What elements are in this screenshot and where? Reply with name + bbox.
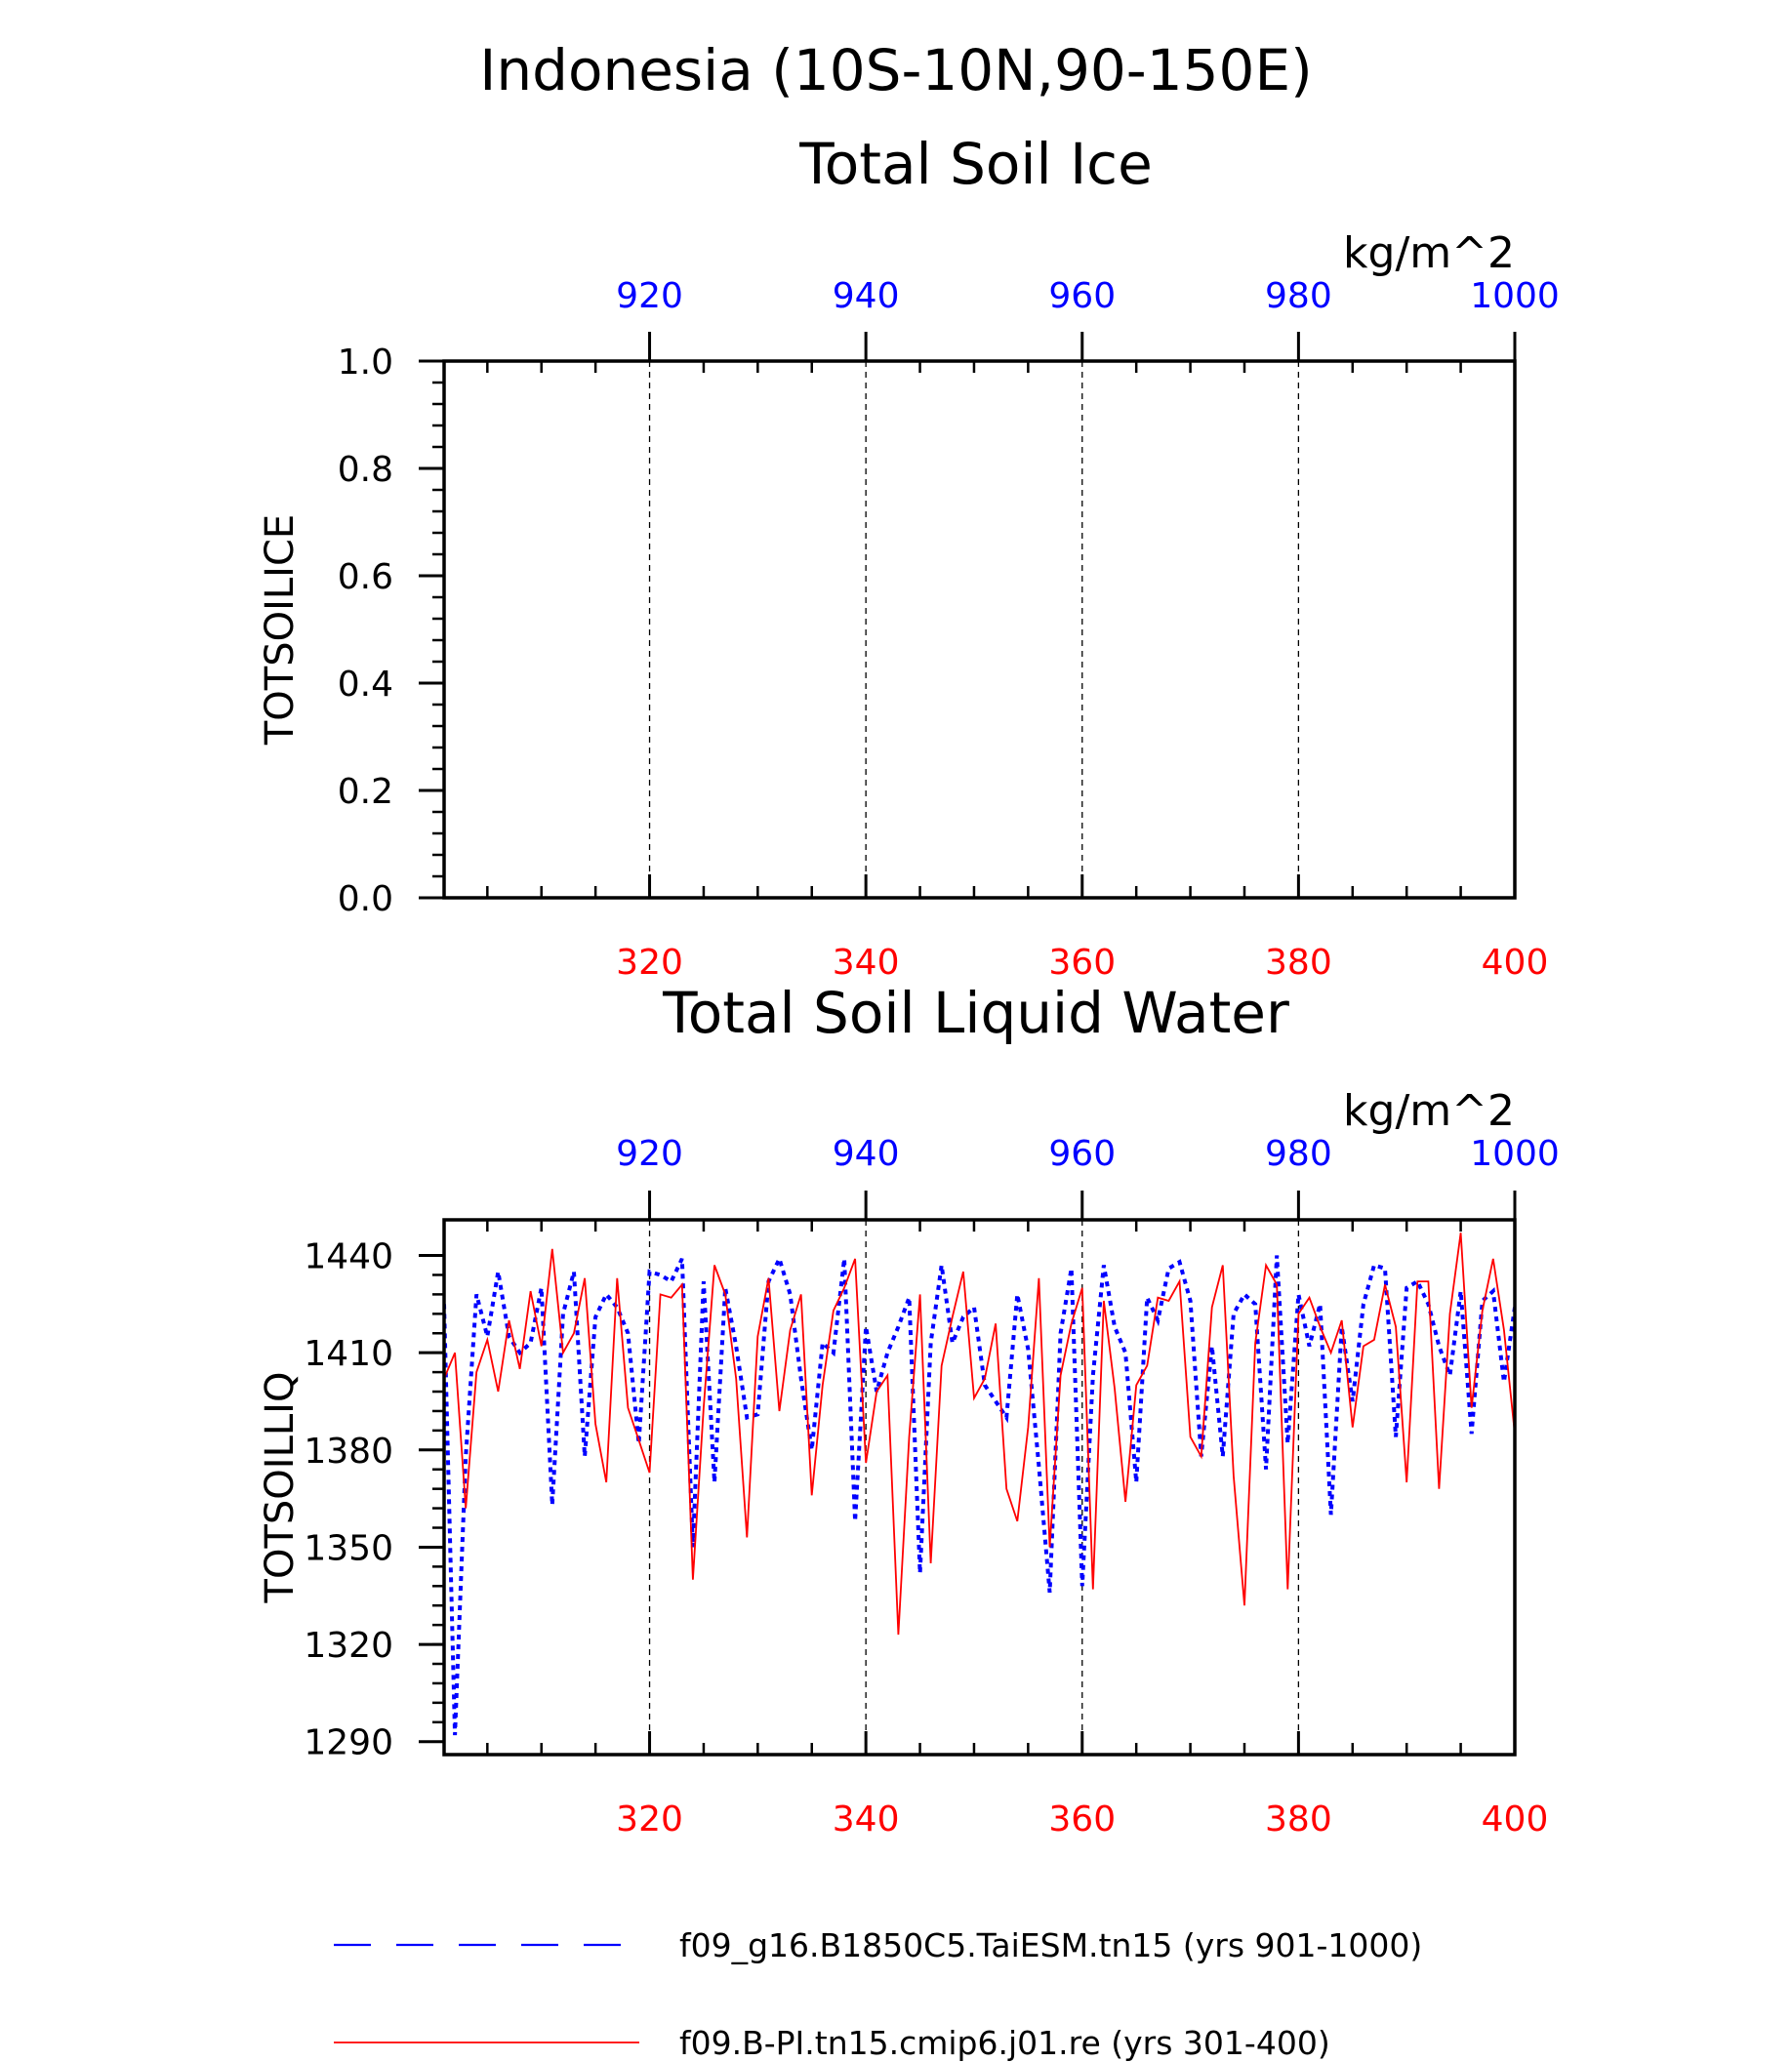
soil-liq-plot-frame	[442, 1218, 1517, 1757]
soil-ice-panel: Total Soil Ice kg/m^2 320 340 360 380 400 920 94…	[258, 131, 1560, 983]
soil-ice-top-tick-label: 920	[616, 276, 683, 316]
soil-ice-top-tick-label: 940	[833, 276, 900, 316]
soil-ice-y-axis-label: TOTSOILICE	[258, 514, 303, 746]
main-title: Indonesia (10S-10N,90-150E)	[479, 37, 1312, 103]
soil-ice-bottom-tick-label: 320	[616, 943, 683, 983]
soil-ice-bottom-tick-label: 360	[1048, 943, 1116, 983]
soil-ice-top-tick-label: 1000	[1470, 276, 1560, 316]
soil-ice-y-tick-label: 0.4	[338, 665, 393, 705]
soil-ice-title: Total Soil Ice	[798, 131, 1153, 197]
soil-ice-y-tick-label: 0.0	[338, 879, 393, 919]
legend: f09_g16.B1850C5.TaiESM.tn15 (yrs 901-100…	[334, 1926, 1422, 2062]
soil-liq-y-tick-label: 1380	[304, 1432, 393, 1472]
soil-liq-y-tick-label: 1350	[304, 1528, 393, 1568]
soil-ice-y-tick-label: 0.6	[338, 557, 393, 597]
soil-liq-series-cmip6-line	[444, 1233, 1515, 1636]
soil-liq-bottom-tick-label: 380	[1265, 1799, 1332, 1840]
legend-label-taiesm: f09_g16.B1850C5.TaiESM.tn15 (yrs 901-100…	[679, 1926, 1422, 1964]
soil-liq-y-tick-label: 1290	[304, 1723, 393, 1763]
soil-liq-y-tick-label: 1440	[304, 1237, 393, 1277]
legend-label-cmip6: f09.B-PI.tn15.cmip6.j01.re (yrs 301-400)	[679, 2024, 1330, 2062]
soil-liq-bottom-tick-label: 360	[1048, 1799, 1116, 1840]
soil-liq-bottom-tick-label: 340	[833, 1799, 900, 1840]
soil-liq-top-tick-label: 920	[616, 1134, 683, 1174]
soil-ice-y-tick-label: 0.2	[338, 772, 393, 812]
soil-liq-y-tick-label: 1320	[304, 1626, 393, 1666]
soil-liquid-panel: Total Soil Liquid Water kg/m^2 320 340 360 38…	[258, 980, 1560, 1840]
soil-liq-y-axis-label: TOTSOILLIQ	[258, 1372, 303, 1604]
soil-ice-top-tick-label: 980	[1265, 276, 1332, 316]
soil-liq-top-tick-label: 980	[1265, 1134, 1332, 1174]
soil-ice-plot-frame	[442, 359, 1517, 900]
soil-liq-series-taiesm-line	[444, 1253, 1515, 1736]
soil-liq-top-tick-label: 940	[833, 1134, 900, 1174]
soil-ice-bottom-tick-label: 340	[833, 943, 900, 983]
soil-liq-top-tick-label: 1000	[1470, 1134, 1560, 1174]
soil-ice-units-label: kg/m^2	[1343, 228, 1515, 278]
soil-ice-bottom-tick-label: 380	[1265, 943, 1332, 983]
soil-liq-bottom-tick-label: 400	[1482, 1799, 1549, 1840]
soil-ice-top-tick-label: 960	[1048, 276, 1116, 316]
soil-liq-bottom-tick-label: 320	[616, 1799, 683, 1840]
soil-liq-top-tick-label: 960	[1048, 1134, 1116, 1174]
soil-ice-y-tick-label: 0.8	[338, 450, 393, 490]
soil-liq-units-label: kg/m^2	[1343, 1086, 1515, 1136]
soil-liq-title: Total Soil Liquid Water	[662, 980, 1289, 1046]
soil-ice-y-tick-label: 1.0	[338, 343, 393, 383]
soil-liq-y-tick-label: 1410	[304, 1334, 393, 1374]
soil-ice-bottom-tick-label: 400	[1482, 943, 1549, 983]
